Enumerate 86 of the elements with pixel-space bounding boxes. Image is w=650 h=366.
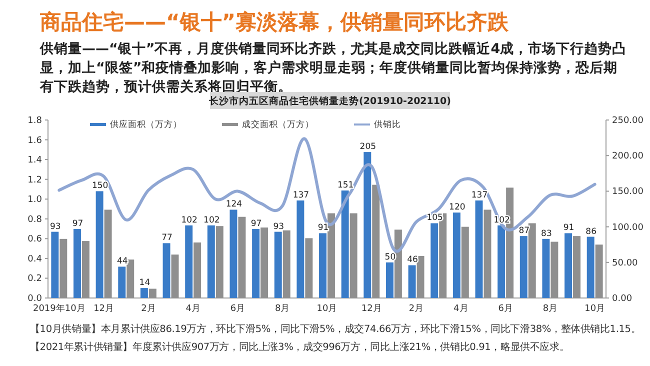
bar (207, 225, 215, 298)
y-tick-label: 1.2 (28, 175, 42, 186)
x-tick-label: 12月 (94, 304, 114, 314)
x-tick-label: 6月 (230, 304, 246, 314)
annotation: 【2021年累计供销量】年度累计供应907万方，同比上涨3%，成交996万方，同比上涨21%，供销比0.91，略显供不应求。 (30, 341, 570, 354)
data-label: 14 (139, 278, 150, 288)
y2-tick-label: 250.00 (612, 116, 644, 126)
bar (452, 212, 460, 298)
y2-tick-label: 150.00 (612, 187, 644, 198)
x-tick-label: 2月 (141, 304, 156, 314)
annotation: 【10月供销量】本月累计供应86.19万方，环比下滑5%，同比下滑5%，成交74.66万方，环比下滑15%，同比下滑38%，整体供销比1.15。 (30, 323, 642, 336)
x-tick-label: 6月 (498, 304, 513, 314)
y2-tick-label: 0.00 (612, 294, 632, 304)
data-label: 83 (541, 228, 552, 239)
bar (475, 200, 483, 298)
data-label: 93 (50, 222, 61, 232)
bar (542, 238, 550, 298)
data-label: 150 (92, 181, 108, 192)
y-tick-label: 1.0 (28, 195, 42, 206)
bar (364, 152, 372, 298)
data-label: 86 (586, 226, 597, 237)
bar (118, 266, 126, 298)
data-label: 105 (426, 213, 443, 224)
x-tick-label: 10月 (584, 304, 606, 314)
bar (140, 288, 148, 298)
legend-label: 供销比 (374, 119, 401, 130)
x-tick-label: 4月 (454, 304, 468, 314)
x-tick-label: 12月 (361, 304, 382, 314)
y2-tick-label: 50.00 (612, 258, 638, 268)
data-label: 46 (407, 255, 418, 266)
y-tick-label: 1.4 (28, 156, 42, 166)
bar (319, 233, 326, 298)
data-label: 137 (292, 190, 310, 200)
y-tick-label: 0.2 (28, 274, 42, 284)
data-label: 97 (250, 218, 262, 229)
bar (274, 232, 282, 298)
data-label: 102 (181, 215, 198, 226)
bar (430, 223, 438, 298)
data-label: 77 (162, 233, 172, 244)
y-tick-label: 0.4 (28, 254, 42, 264)
bar (498, 225, 506, 298)
bar (96, 191, 104, 298)
bar (564, 233, 572, 298)
bar (51, 232, 59, 298)
bar (162, 243, 170, 298)
y-tick-label: 0.6 (28, 234, 42, 245)
bar (386, 262, 394, 298)
y-tick-label: 0.0 (28, 294, 42, 304)
data-label: 87 (518, 226, 530, 236)
data-label: 124 (226, 200, 242, 210)
bar (586, 236, 594, 298)
bar (230, 210, 238, 298)
data-label: 91 (563, 223, 574, 234)
x-tick-label: 4月 (186, 304, 200, 314)
bar (341, 190, 349, 298)
bar (408, 265, 416, 298)
data-label: 120 (449, 202, 466, 213)
data-label: 102 (204, 215, 220, 226)
legend-title: 长沙市内五区商品住宅供销量走势(201910-202110) (208, 95, 451, 107)
data-label: 97 (72, 218, 84, 229)
y2-tick-label: 100.00 (612, 222, 644, 233)
x-tick-label: 10月 (316, 304, 338, 314)
data-label: 50 (384, 252, 396, 262)
y-tick-label: 1.6 (28, 136, 42, 146)
data-label: 44 (116, 256, 128, 267)
bar (296, 200, 304, 298)
x-tick-label: 2月 (408, 304, 424, 314)
bar (252, 228, 260, 298)
y-tick-label: 1.8 (28, 116, 42, 126)
x-tick-label: 2019年10月 (32, 303, 86, 314)
data-label: 137 (471, 190, 488, 200)
bar (185, 225, 193, 298)
data-label: 93 (273, 222, 284, 232)
data-label: 102 (494, 215, 510, 226)
data-label: 91 (318, 223, 329, 234)
bar (520, 236, 528, 298)
x-tick-label: 8月 (542, 304, 558, 314)
data-label: 205 (360, 142, 376, 152)
y2-tick-label: 200.00 (612, 152, 644, 162)
title: 商品住宅——“银十”寡淡落幕，供销量同环比齐跌 (40, 9, 510, 36)
legend-label: 供应面积（万方） (110, 119, 182, 130)
data-label: 151 (337, 180, 354, 190)
y-tick-label: 0.8 (28, 214, 42, 225)
bar (74, 228, 81, 298)
x-tick-label: 8月 (274, 304, 290, 314)
legend-label: 成交面积（万方） (242, 119, 314, 130)
